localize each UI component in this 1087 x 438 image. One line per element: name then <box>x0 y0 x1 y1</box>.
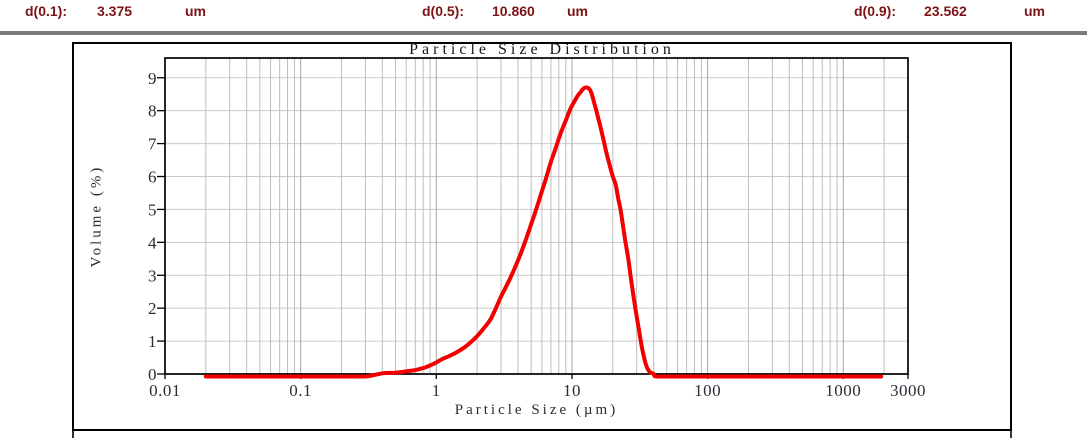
d90-value: 23.562 <box>924 3 967 19</box>
y-tick-label: 2 <box>148 299 157 318</box>
plot-border <box>164 57 909 375</box>
distribution-curve <box>203 85 884 379</box>
d90-unit: um <box>1024 3 1045 19</box>
x-tick-label: 100 <box>694 381 721 400</box>
d50-unit: um <box>567 3 588 19</box>
d50-value: 10.860 <box>492 3 535 19</box>
d50-label: d(0.5): <box>422 3 464 19</box>
x-axis-label: Particle Size (µm) <box>454 402 619 418</box>
y-tick-label: 9 <box>148 69 157 88</box>
y-tick-label: 3 <box>148 266 157 285</box>
x-tick-label: 3000 <box>890 381 926 400</box>
x-tick-label: 0.1 <box>289 381 312 400</box>
d10-unit: um <box>185 3 206 19</box>
y-tick-label: 8 <box>148 102 157 121</box>
y-tick-label: 4 <box>148 233 157 252</box>
chart-title: Particle Size Distribution <box>409 41 675 58</box>
d90-label: d(0.9): <box>854 3 896 19</box>
d10-value: 3.375 <box>97 3 133 19</box>
x-tick-label: 10 <box>563 381 581 400</box>
x-tick-label: 0.01 <box>149 381 181 400</box>
y-axis-label: Volume (%) <box>88 164 105 268</box>
x-tick-label: 1 <box>432 381 441 400</box>
d10-label: d(0.1): <box>25 3 67 19</box>
y-tick-label: 7 <box>148 135 157 154</box>
y-tick-label: 6 <box>148 168 157 187</box>
header-divider <box>0 31 1087 35</box>
y-tick-label: 5 <box>148 200 157 219</box>
x-tick-label: 1000 <box>825 381 861 400</box>
y-tick-label: 0 <box>148 365 157 384</box>
y-tick-label: 1 <box>148 332 157 351</box>
